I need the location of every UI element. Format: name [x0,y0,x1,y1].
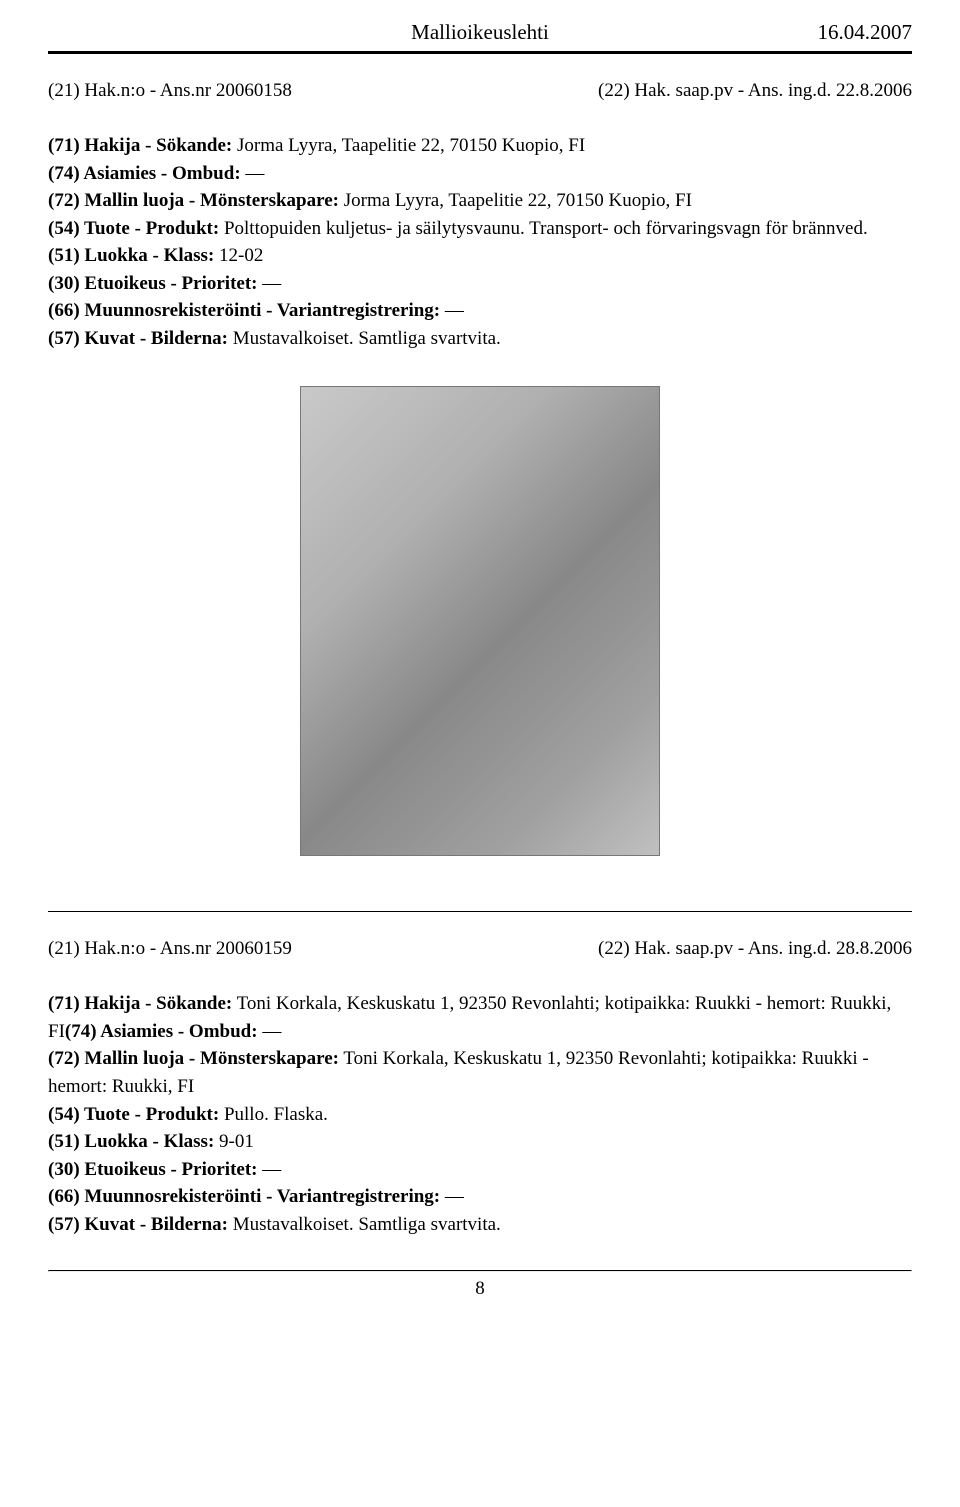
field-72: (72) Mallin luoja - Mönsterskapare: Toni… [48,1045,912,1100]
value-74: — [258,1021,282,1042]
field-54: (54) Tuote - Produkt: Polttopuiden kulje… [48,215,912,243]
app-number-value: 20060159 [216,938,292,959]
entry2-body: (71) Hakija - Sökande: Toni Korkala, Kes… [48,990,912,1238]
field-51: (51) Luokka - Klass: 12-02 [48,242,912,270]
publication-date: 16.04.2007 [752,20,912,45]
label-51: (51) Luokka - Klass: [48,245,214,266]
label-51: (51) Luokka - Klass: [48,1131,214,1152]
label-66: (66) Muunnosrekisteröinti - Variantregis… [48,300,440,321]
page-number: 8 [475,1278,485,1299]
entry1-body: (71) Hakija - Sökande: Jorma Lyyra, Taap… [48,132,912,352]
page-container: Mallioikeuslehti 16.04.2007 (21) Hak.n:o… [0,0,960,1330]
value-30: — [257,273,281,294]
field-30: (30) Etuoikeus - Prioritet: — [48,1156,912,1184]
value-54: Polttopuiden kuljetus- ja säilytysvaunu.… [219,218,868,239]
filed-date-value: 28.8.2006 [836,938,912,959]
value-72: Jorma Lyyra, Taapelitie 22, 70150 Kuopio… [339,190,692,211]
value-51: 12-02 [214,245,263,266]
entry2-filed-date: (22) Hak. saap.pv - Ans. ing.d. 28.8.200… [598,938,912,960]
field-71: (71) Hakija - Sökande: Jorma Lyyra, Taap… [48,132,912,160]
label-71: (71) Hakija - Sökande: [48,135,232,156]
field-74: (74) Asiamies - Ombud: — [48,160,912,188]
value-74: — [241,163,265,184]
publication-title: Mallioikeuslehti [208,20,752,45]
header-spacer [48,20,208,45]
entry2-app-number: (21) Hak.n:o - Ans.nr 20060159 [48,938,292,960]
field-57: (57) Kuvat - Bilderna: Mustavalkoiset. S… [48,1211,912,1239]
app-number-label: (21) Hak.n:o - Ans.nr [48,80,211,101]
label-72: (72) Mallin luoja - Mönsterskapare: [48,1048,339,1069]
page-number-rule [48,1270,912,1272]
label-30: (30) Etuoikeus - Prioritet: [48,1159,257,1180]
label-30: (30) Etuoikeus - Prioritet: [48,273,257,294]
filed-label: (22) Hak. saap.pv - Ans. ing.d. [598,80,831,101]
page-number-block: 8 [48,1270,912,1300]
label-57: (57) Kuvat - Bilderna: [48,328,228,349]
field-66: (66) Muunnosrekisteröinti - Variantregis… [48,1183,912,1211]
label-72: (72) Mallin luoja - Mönsterskapare: [48,190,339,211]
value-71: Jorma Lyyra, Taapelitie 22, 70150 Kuopio… [232,135,585,156]
product-image-placeholder [300,386,660,856]
field-30: (30) Etuoikeus - Prioritet: — [48,270,912,298]
entry1-filed-date: (22) Hak. saap.pv - Ans. ing.d. 22.8.200… [598,80,912,102]
filed-date-value: 22.8.2006 [836,80,912,101]
label-57: (57) Kuvat - Bilderna: [48,1214,228,1235]
app-number-label: (21) Hak.n:o - Ans.nr [48,938,211,959]
entry-separator [48,911,912,912]
label-71: (71) Hakija - Sökande: [48,993,232,1014]
filed-label: (22) Hak. saap.pv - Ans. ing.d. [598,938,831,959]
page-header: Mallioikeuslehti 16.04.2007 [48,20,912,54]
field-71: (71) Hakija - Sökande: Toni Korkala, Kes… [48,990,912,1045]
label-66: (66) Muunnosrekisteröinti - Variantregis… [48,1186,440,1207]
label-54: (54) Tuote - Produkt: [48,1104,219,1125]
label-74: (74) Asiamies - Ombud: [48,163,241,184]
value-54: Pullo. Flaska. [219,1104,328,1125]
field-51: (51) Luokka - Klass: 9-01 [48,1128,912,1156]
entry1-figure [48,386,912,861]
value-57: Mustavalkoiset. Samtliga svartvita. [228,328,501,349]
value-57: Mustavalkoiset. Samtliga svartvita. [228,1214,501,1235]
entry1-app-number: (21) Hak.n:o - Ans.nr 20060158 [48,80,292,102]
entry1-header: (21) Hak.n:o - Ans.nr 20060158 (22) Hak.… [48,80,912,102]
value-66: — [440,300,464,321]
field-57: (57) Kuvat - Bilderna: Mustavalkoiset. S… [48,325,912,353]
label-74: (74) Asiamies - Ombud: [65,1021,258,1042]
app-number-value: 20060158 [216,80,292,101]
entry2-header: (21) Hak.n:o - Ans.nr 20060159 (22) Hak.… [48,938,912,960]
label-54: (54) Tuote - Produkt: [48,218,219,239]
field-54: (54) Tuote - Produkt: Pullo. Flaska. [48,1101,912,1129]
value-66: — [440,1186,464,1207]
value-51: 9-01 [214,1131,254,1152]
field-66: (66) Muunnosrekisteröinti - Variantregis… [48,297,912,325]
value-30: — [257,1159,281,1180]
field-72: (72) Mallin luoja - Mönsterskapare: Jorm… [48,187,912,215]
